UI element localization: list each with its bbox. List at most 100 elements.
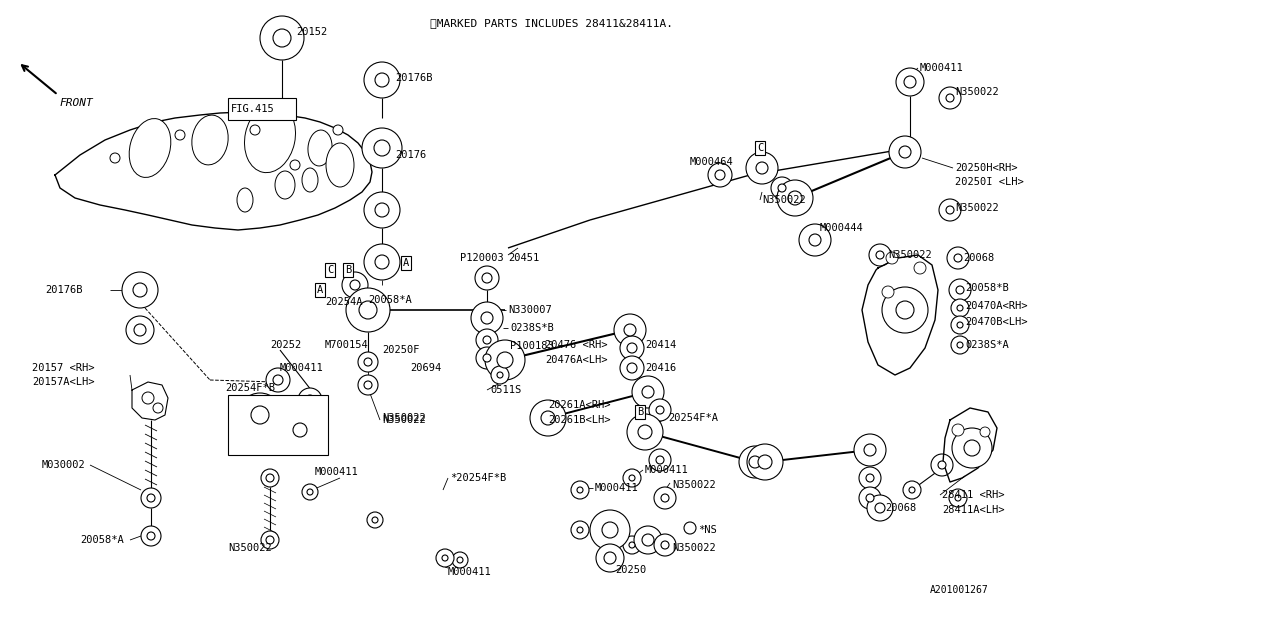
- Circle shape: [869, 244, 891, 266]
- Text: 0238S*B: 0238S*B: [509, 323, 554, 333]
- Text: N350022: N350022: [381, 413, 426, 423]
- Circle shape: [364, 192, 399, 228]
- Text: N350022: N350022: [955, 87, 998, 97]
- Circle shape: [954, 254, 963, 262]
- Circle shape: [882, 287, 928, 333]
- Circle shape: [951, 316, 969, 334]
- Text: 0511S: 0511S: [490, 385, 521, 395]
- Circle shape: [307, 489, 314, 495]
- Circle shape: [374, 140, 390, 156]
- Polygon shape: [861, 255, 938, 375]
- Text: M000444: M000444: [820, 223, 864, 233]
- Circle shape: [940, 87, 961, 109]
- Circle shape: [110, 153, 120, 163]
- Circle shape: [660, 541, 669, 549]
- Ellipse shape: [192, 115, 228, 165]
- Text: M000411: M000411: [645, 465, 689, 475]
- Circle shape: [577, 527, 582, 533]
- Circle shape: [577, 487, 582, 493]
- Circle shape: [957, 322, 963, 328]
- Circle shape: [914, 262, 925, 274]
- Circle shape: [305, 395, 315, 405]
- Circle shape: [951, 299, 969, 317]
- Text: A: A: [403, 258, 410, 268]
- Circle shape: [476, 329, 498, 351]
- Circle shape: [749, 456, 762, 468]
- Text: 20261B<LH>: 20261B<LH>: [548, 415, 611, 425]
- Circle shape: [251, 406, 269, 424]
- Text: 20451: 20451: [508, 253, 539, 263]
- Circle shape: [940, 199, 961, 221]
- Circle shape: [141, 488, 161, 508]
- Circle shape: [876, 251, 884, 259]
- Text: 20250F: 20250F: [381, 345, 420, 355]
- Text: N350022: N350022: [228, 543, 271, 553]
- Text: M000464: M000464: [690, 157, 733, 167]
- Circle shape: [602, 522, 618, 538]
- Text: 20254A: 20254A: [325, 297, 362, 307]
- Circle shape: [946, 94, 954, 102]
- Circle shape: [859, 467, 881, 489]
- Circle shape: [349, 280, 360, 290]
- Circle shape: [643, 534, 654, 546]
- Text: M000411: M000411: [315, 467, 358, 477]
- Text: 20058*A: 20058*A: [369, 295, 412, 305]
- Text: 20254F*B: 20254F*B: [225, 383, 275, 393]
- Circle shape: [273, 29, 291, 47]
- Circle shape: [955, 495, 961, 501]
- Circle shape: [481, 312, 493, 324]
- Circle shape: [867, 494, 874, 502]
- Circle shape: [788, 191, 803, 205]
- Circle shape: [627, 414, 663, 450]
- Circle shape: [654, 534, 676, 556]
- Circle shape: [899, 146, 911, 158]
- Ellipse shape: [237, 188, 253, 212]
- Circle shape: [748, 444, 783, 480]
- Circle shape: [375, 73, 389, 87]
- Polygon shape: [943, 408, 997, 482]
- Polygon shape: [132, 382, 168, 420]
- Circle shape: [660, 494, 669, 502]
- Text: M000411: M000411: [920, 63, 964, 73]
- Circle shape: [948, 489, 966, 507]
- Circle shape: [362, 128, 402, 168]
- Circle shape: [141, 526, 161, 546]
- Circle shape: [358, 301, 378, 319]
- Circle shape: [125, 316, 154, 344]
- Text: N350022: N350022: [955, 203, 998, 213]
- Text: 20414: 20414: [645, 340, 676, 350]
- Circle shape: [649, 399, 671, 421]
- Text: 20250I <LH>: 20250I <LH>: [955, 177, 1024, 187]
- Circle shape: [483, 354, 492, 362]
- Circle shape: [273, 375, 283, 385]
- Text: FIG.415: FIG.415: [230, 104, 275, 114]
- Circle shape: [483, 273, 492, 283]
- Circle shape: [436, 549, 454, 567]
- Text: ※MARKED PARTS INCLUDES 28411&28411A.: ※MARKED PARTS INCLUDES 28411&28411A.: [430, 18, 673, 28]
- Circle shape: [175, 130, 186, 140]
- Circle shape: [364, 358, 372, 366]
- Ellipse shape: [326, 143, 355, 187]
- Circle shape: [372, 517, 378, 523]
- Circle shape: [571, 521, 589, 539]
- Text: 20254F*A: 20254F*A: [668, 413, 718, 423]
- Circle shape: [142, 392, 154, 404]
- Text: N350022: N350022: [381, 415, 426, 425]
- Text: P120003: P120003: [460, 253, 504, 263]
- Circle shape: [654, 487, 676, 509]
- Text: A: A: [317, 285, 323, 295]
- Circle shape: [957, 305, 963, 311]
- Text: 20157 <RH>: 20157 <RH>: [32, 363, 95, 373]
- Circle shape: [238, 393, 282, 437]
- Circle shape: [957, 342, 963, 348]
- Circle shape: [497, 372, 503, 378]
- Circle shape: [623, 469, 641, 487]
- Text: 20068: 20068: [963, 253, 995, 263]
- Text: C: C: [756, 143, 763, 153]
- Circle shape: [902, 481, 922, 499]
- Circle shape: [483, 336, 492, 344]
- Circle shape: [890, 136, 922, 168]
- Circle shape: [904, 76, 916, 88]
- Circle shape: [896, 68, 924, 96]
- Circle shape: [485, 340, 525, 380]
